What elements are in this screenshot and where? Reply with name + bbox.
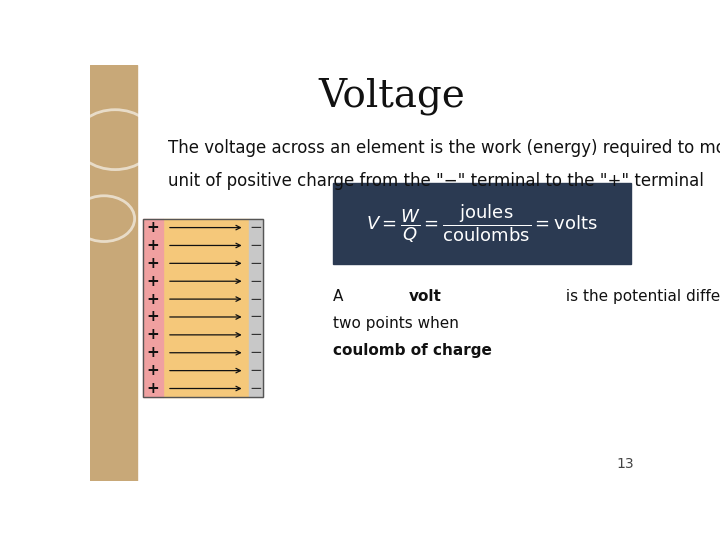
- Text: The voltage across an element is the work (energy) required to move a: The voltage across an element is the wor…: [168, 139, 720, 157]
- Text: A: A: [333, 289, 348, 305]
- Bar: [90, 65, 138, 481]
- Text: −: −: [250, 256, 262, 271]
- Text: two points when: two points when: [333, 316, 464, 332]
- Text: −: −: [250, 309, 262, 325]
- Text: −: −: [250, 381, 262, 396]
- Text: +: +: [146, 309, 159, 325]
- Text: +: +: [146, 238, 159, 253]
- Text: −: −: [250, 220, 262, 235]
- Text: −: −: [250, 274, 262, 289]
- Text: is the potential difference (voltage) between: is the potential difference (voltage) be…: [561, 289, 720, 305]
- Text: −: −: [250, 292, 262, 307]
- Text: 13: 13: [616, 457, 634, 471]
- Text: −: −: [250, 345, 262, 360]
- Text: +: +: [146, 363, 159, 378]
- Text: +: +: [146, 345, 159, 360]
- Text: +: +: [146, 381, 159, 396]
- Text: $V = \dfrac{W}{Q} = \dfrac{\mathrm{joules}}{\mathrm{coulombs}} = \mathrm{volts}$: $V = \dfrac{W}{Q} = \dfrac{\mathrm{joule…: [366, 202, 598, 245]
- Text: −: −: [250, 363, 262, 378]
- Text: +: +: [146, 274, 159, 289]
- Text: Voltage: Voltage: [318, 77, 464, 114]
- Text: coulomb of charge: coulomb of charge: [333, 343, 492, 359]
- Text: −: −: [250, 327, 262, 342]
- Bar: [249, 219, 263, 397]
- Bar: [143, 219, 163, 397]
- Bar: [143, 219, 263, 397]
- Bar: [333, 183, 631, 265]
- Text: +: +: [146, 292, 159, 307]
- Text: +: +: [146, 220, 159, 235]
- Text: volt: volt: [409, 289, 441, 305]
- Text: −: −: [250, 238, 262, 253]
- Text: +: +: [146, 256, 159, 271]
- Bar: [163, 219, 249, 397]
- Text: +: +: [146, 327, 159, 342]
- Text: unit of positive charge from the "−" terminal to the "+" terminal: unit of positive charge from the "−" ter…: [168, 172, 704, 190]
